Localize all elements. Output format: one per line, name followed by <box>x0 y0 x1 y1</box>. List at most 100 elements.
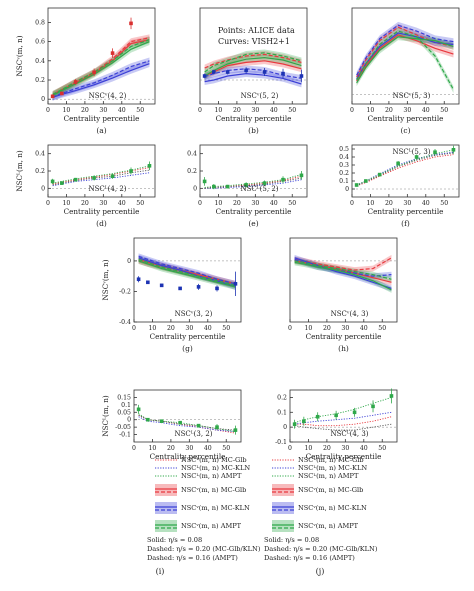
x-tick-label: 30 <box>403 107 411 114</box>
data-point <box>281 177 285 182</box>
y-tick-label: 0.2 <box>35 168 45 175</box>
data-point <box>92 70 96 75</box>
series-line-green <box>138 260 236 288</box>
panel-label: (e) <box>248 219 258 228</box>
legend-line-label: NSCᴸ(m, n) MC-KLN <box>298 464 367 472</box>
data-point <box>244 183 248 187</box>
data-point <box>302 419 306 423</box>
data-point <box>414 155 419 159</box>
panel-label: (b) <box>248 126 259 135</box>
x-tick-label: 30 <box>185 325 193 332</box>
legend-dashed-note-2: Dashed: η/s = 0.16 (AMPT) <box>264 554 355 562</box>
x-tick-label: 40 <box>360 445 368 452</box>
x-axis-label: Centrality percentile <box>368 114 444 123</box>
legend-band-label: NSCᵛ(m, n) MC-Glb <box>181 486 246 494</box>
y-tick-label: -0.4 <box>119 319 131 326</box>
data-point <box>129 169 133 173</box>
panel-d: 0 10 20 30 40 50 0 0.2 0.4 NSCᴸ(4, 2) Centrality p… <box>15 144 156 228</box>
panel-g: 0 10 20 30 40 50 -0.4 -0.2 0 NSCᵛ(3, 2) Centrality… <box>101 237 242 353</box>
y-tick-label: 0.2 <box>277 394 287 401</box>
series-line-red <box>52 167 150 185</box>
y-tick-label: 0 <box>41 96 45 103</box>
x-tick-label: 30 <box>403 200 411 207</box>
x-tick-label: 0 <box>198 200 202 207</box>
x-tick-label: 0 <box>198 107 202 114</box>
legend-solid-note: Solid: η/s = 0.08 <box>264 536 319 544</box>
data-point <box>225 70 230 74</box>
data-point <box>433 150 437 154</box>
y-tick-label: 0 <box>345 186 349 193</box>
data-point <box>299 74 304 78</box>
x-tick-label: 50 <box>136 200 144 207</box>
x-tick-label: 20 <box>323 325 331 332</box>
series-line-blue <box>138 257 236 288</box>
data-point <box>159 283 164 288</box>
y-tick-label: 0.15 <box>117 394 131 401</box>
y-axis-label: NSCᴸ(m, n) <box>15 150 24 192</box>
x-tick-label: 20 <box>81 200 89 207</box>
legend-band-swatch <box>272 502 294 514</box>
x-tick-label: 50 <box>222 445 230 452</box>
data-point <box>212 184 216 189</box>
panel-b: 0 10 20 30 40 50 NSCᵛ(5, 2) Centrality percenti… <box>198 7 308 135</box>
panel-h: 0 10 20 30 40 50 NSCᵛ(4, 3) Centrality percenti… <box>288 237 398 353</box>
y-tick-label: 0.2 <box>339 170 349 177</box>
data-point <box>73 177 78 182</box>
y-tick-label: 0 <box>127 258 131 265</box>
x-tick-label: 0 <box>350 200 354 207</box>
panels-layer: 0 10 20 30 40 50 0 0.2 0.4 0.6 0.8 NSCᵛ(4, 2) Centra… <box>15 7 460 461</box>
y-tick-label: 0.2 <box>187 168 197 175</box>
x-tick-label: 40 <box>422 200 430 207</box>
series-line-green <box>294 261 392 291</box>
data-point <box>334 413 338 418</box>
x-tick-label: 20 <box>385 200 393 207</box>
y-tick-label: 0.4 <box>35 58 45 65</box>
x-tick-label: 10 <box>149 445 157 452</box>
panel-i: 0 10 20 30 40 50-0.1-0.0500.050.10.15NSCᴸ(3, … <box>101 389 242 461</box>
plot-frame <box>47 7 156 105</box>
data-point <box>50 94 55 99</box>
panel-tag: NSCᴸ(5, 3) <box>392 148 430 156</box>
panel-tag: NSCᴸ(3, 2) <box>174 430 212 438</box>
data-point <box>225 184 230 189</box>
x-tick-label: 40 <box>360 325 368 332</box>
x-tick-label: 40 <box>118 107 126 114</box>
panel-c: 0 10 20 30 40 50 NSCᵛ(5, 3) Centrality percenti… <box>350 7 460 135</box>
x-tick-label: 50 <box>440 107 448 114</box>
y-tick-label: 0 <box>283 424 287 431</box>
x-tick-label: 40 <box>270 107 278 114</box>
data-point <box>110 51 115 55</box>
y-axis-label: NSCᵛ(m, n) <box>101 259 110 300</box>
y-tick-label: 0.1 <box>121 402 131 409</box>
series-line-green <box>204 52 302 73</box>
series-line-green <box>138 258 236 286</box>
x-tick-label: 30 <box>341 325 349 332</box>
legend-line-label: NSCᴸ(m, n) MC-Glb <box>298 456 364 464</box>
x-axis-label: Centrality percentile <box>150 452 226 461</box>
series-line-blue <box>294 257 392 289</box>
series-band-blue <box>204 70 302 88</box>
x-axis-label: Centrality percentile <box>150 332 226 341</box>
plot-frame <box>289 237 398 323</box>
series-line-red <box>204 53 302 69</box>
y-tick-label: 0 <box>193 185 197 192</box>
x-tick-label: 20 <box>233 107 241 114</box>
series-line-green <box>52 39 150 95</box>
panel-label: (a) <box>96 126 106 135</box>
x-tick-label: 50 <box>378 325 386 332</box>
data-point <box>389 394 394 398</box>
x-tick-label: 50 <box>288 107 296 114</box>
data-point <box>354 183 359 187</box>
x-axis-label: Centrality percentile <box>368 207 444 216</box>
series-band-green <box>356 33 454 87</box>
x-tick-label: 30 <box>251 200 259 207</box>
y-tick-label: 0.8 <box>35 19 45 26</box>
x-tick-label: 40 <box>204 325 212 332</box>
plot-frame <box>351 7 460 105</box>
series-band-blue <box>356 29 454 83</box>
y-tick-label: 0.2 <box>35 77 45 84</box>
legend-line-label: NSCᴸ(m, n) AMPT <box>298 472 359 480</box>
data-point <box>371 404 375 409</box>
